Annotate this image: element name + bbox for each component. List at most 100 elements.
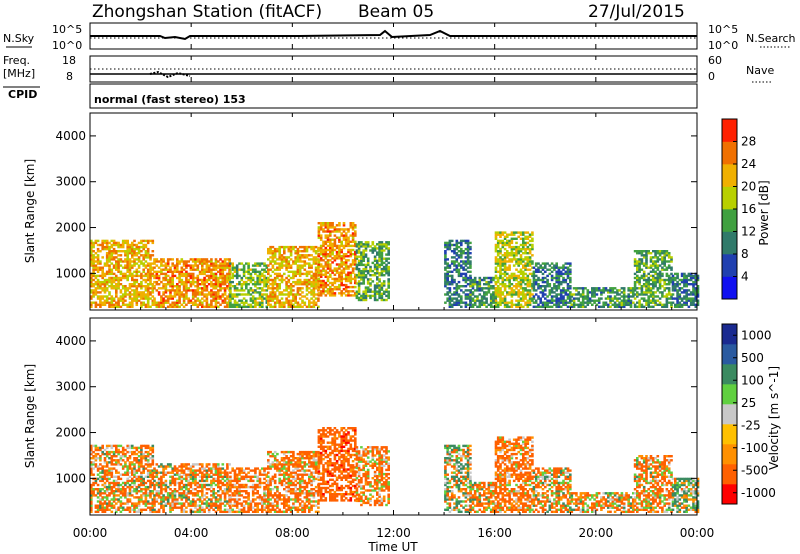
echo-cell xyxy=(289,303,293,306)
echo-cell xyxy=(194,262,197,265)
echo-cell xyxy=(665,283,669,286)
echo-cell xyxy=(292,280,295,284)
echo-cell xyxy=(135,293,139,296)
nsearch-tick-bottom: 10^0 xyxy=(708,39,738,52)
echo-cell xyxy=(524,231,527,234)
echo-cell xyxy=(354,259,357,262)
echo-cell xyxy=(110,510,114,513)
echo-cell xyxy=(105,243,109,247)
echo-cell xyxy=(597,305,601,308)
echo-cell xyxy=(117,268,120,271)
echo-cell xyxy=(105,452,109,456)
echo-cell xyxy=(696,278,700,282)
echo-cell xyxy=(121,508,125,511)
echo-cell xyxy=(308,254,311,257)
echo-cell xyxy=(515,260,518,263)
echo-cell xyxy=(124,496,127,499)
echo-cell xyxy=(214,303,218,306)
echo-cell xyxy=(305,262,309,265)
echo-cell xyxy=(178,274,181,278)
echo-cell xyxy=(261,299,264,302)
echo-cell xyxy=(144,297,148,300)
echo-cell xyxy=(126,293,129,296)
echo-cell xyxy=(638,260,641,263)
echo-cell xyxy=(510,289,514,292)
echo-cell xyxy=(378,259,381,262)
echo-cell xyxy=(638,299,641,302)
echo-cell xyxy=(342,236,346,239)
echo-cell xyxy=(124,258,127,261)
echo-cell xyxy=(633,289,637,292)
echo-cell xyxy=(149,457,152,460)
echo-cell xyxy=(146,256,150,259)
echo-cell xyxy=(203,295,206,298)
echo-cell xyxy=(642,256,646,259)
echo-cell xyxy=(196,268,200,271)
echo-cell xyxy=(269,247,272,251)
echo-cell xyxy=(473,280,477,284)
echo-cell xyxy=(485,297,488,300)
echo-cell xyxy=(553,285,556,288)
echo-cell xyxy=(654,260,657,263)
echo-cell xyxy=(638,301,641,304)
echo-cell xyxy=(597,301,601,304)
echo-cell xyxy=(333,228,337,231)
echo-cell xyxy=(331,269,334,272)
echo-cell xyxy=(265,280,269,284)
echo-cell xyxy=(319,290,323,293)
echo-cell xyxy=(121,241,125,245)
echo-cell xyxy=(636,274,639,278)
echo-cell xyxy=(115,266,118,269)
echo-cell xyxy=(231,303,234,306)
echo-cell xyxy=(92,289,95,292)
echo-cell xyxy=(522,247,525,251)
echo-cell xyxy=(126,459,129,462)
echo-cell xyxy=(110,506,114,509)
echo-cell xyxy=(115,488,118,491)
echo-cell xyxy=(180,502,184,505)
echo-cell xyxy=(153,502,156,505)
echo-cell xyxy=(226,297,229,300)
echo-cell xyxy=(519,291,523,294)
echo-cell xyxy=(105,463,109,466)
echo-cell xyxy=(371,280,375,283)
echo-cell xyxy=(173,301,177,304)
echo-cell xyxy=(131,477,134,481)
echo-cell xyxy=(94,239,98,243)
echo-cell xyxy=(539,287,542,290)
echo-cell xyxy=(149,239,152,243)
echo-cell xyxy=(176,490,179,493)
echo-cell xyxy=(373,292,377,295)
echo-cell xyxy=(344,232,348,235)
echo-cell xyxy=(96,260,100,263)
echo-cell xyxy=(340,263,343,266)
echo-cell xyxy=(133,289,136,292)
echo-cell xyxy=(539,278,542,282)
echo-cell xyxy=(269,245,272,249)
echo-cell xyxy=(522,243,525,247)
echo-cell xyxy=(144,475,148,478)
echo-cell xyxy=(135,490,139,493)
echo-cell xyxy=(128,444,132,448)
echo-cell xyxy=(685,293,688,296)
echo-cell xyxy=(128,492,132,495)
echo-cell xyxy=(670,280,673,284)
echo-cell xyxy=(110,256,114,259)
echo-cell xyxy=(205,280,209,284)
echo-cell xyxy=(553,276,556,280)
echo-cell xyxy=(638,258,641,261)
echo-cell xyxy=(115,285,118,288)
echo-cell xyxy=(335,255,339,258)
echo-cell xyxy=(178,465,181,468)
echo-cell xyxy=(314,293,318,296)
echo-cell xyxy=(483,301,486,304)
echo-cell xyxy=(151,444,155,448)
echo-cell xyxy=(235,295,239,298)
colorbar-tick-label: 24 xyxy=(741,157,756,171)
echo-cell xyxy=(362,245,365,248)
colorbar-segment xyxy=(722,209,737,232)
echo-cell xyxy=(524,235,527,238)
echo-cell xyxy=(324,273,328,276)
echo-cell xyxy=(128,463,132,466)
echo-cell xyxy=(569,280,572,284)
